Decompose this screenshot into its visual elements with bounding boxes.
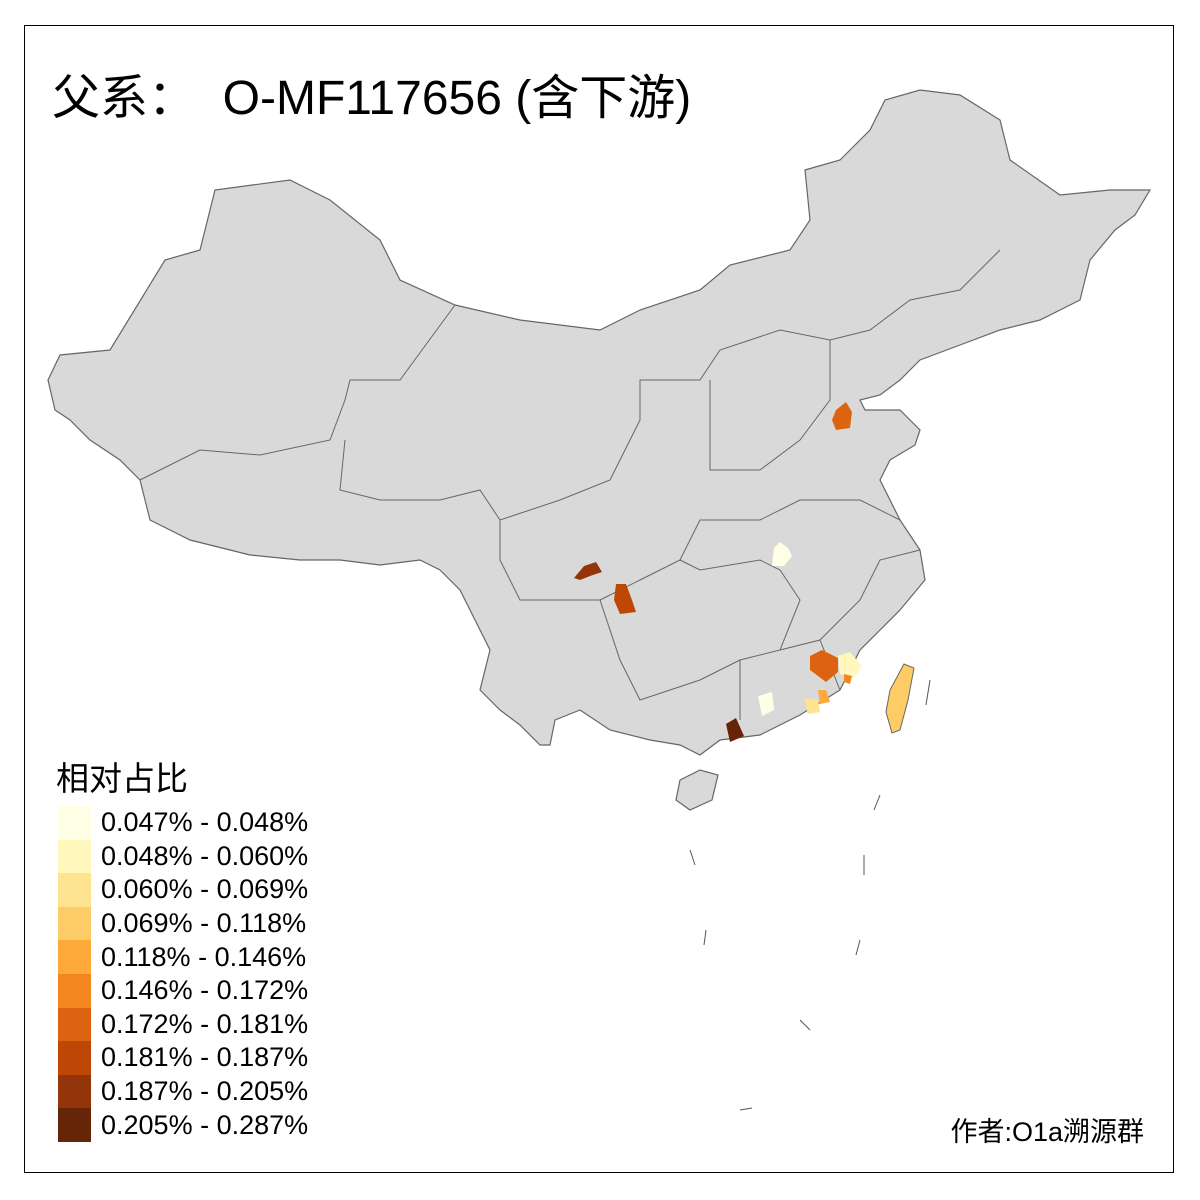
legend-item: 0.048% - 0.060%	[58, 839, 309, 874]
legend-label: 0.146% - 0.172%	[101, 975, 309, 1006]
legend-label: 0.172% - 0.181%	[101, 1008, 309, 1039]
region-fujian-coast	[844, 674, 852, 684]
legend-title: 相对占比	[56, 760, 188, 797]
province-border	[599, 499, 901, 601]
region-fujian-south	[838, 652, 862, 678]
province-border	[339, 439, 600, 601]
legend-label: 0.069% - 0.118%	[101, 908, 307, 939]
legend-swatch	[58, 806, 91, 840]
legend-swatch	[58, 906, 91, 941]
legend-label: 0.181% - 0.187%	[101, 1042, 309, 1073]
plot-frame	[24, 25, 1174, 1173]
legend: 0.047% - 0.048% 0.048% - 0.060% 0.060% - 0…	[58, 806, 308, 1142]
legend-item: 0.069% - 0.118%	[58, 906, 308, 941]
legend-label: 0.047% - 0.048%	[101, 807, 309, 838]
region-hubei	[772, 542, 792, 566]
legend-item: 0.118% - 0.146%	[58, 940, 308, 974]
legend-item: 0.146% - 0.172%	[58, 973, 309, 1008]
legend-swatch	[58, 1007, 91, 1042]
legend-label: 0.205% - 0.287%	[101, 1109, 309, 1140]
south-china-sea-islands	[689, 679, 931, 1111]
region-sichuan-1	[574, 562, 602, 580]
legend-swatch	[58, 940, 91, 974]
legend-swatch	[58, 1108, 91, 1142]
legend-item: 0.205% - 0.287%	[58, 1108, 308, 1142]
legend-swatch	[58, 1074, 91, 1109]
legend-swatch	[58, 1041, 91, 1075]
legend-swatch	[58, 873, 91, 907]
legend-item: 0.181% - 0.187%	[58, 1041, 308, 1075]
taiwan-region	[885, 663, 915, 734]
province-border	[779, 549, 921, 651]
region-shandong	[832, 402, 852, 430]
region-guangdong-chaoshan	[804, 698, 820, 714]
legend-label: 0.118% - 0.146%	[101, 941, 307, 972]
legend-item: 0.187% - 0.205%	[58, 1074, 309, 1109]
legend-swatch	[58, 839, 91, 874]
region-guangdong-east	[818, 690, 830, 704]
region-sichuan-2	[614, 584, 636, 614]
mainland-region	[47, 89, 1152, 756]
legend-item: 0.172% - 0.181%	[58, 1007, 309, 1042]
hainan-region	[675, 769, 719, 811]
legend-label: 0.187% - 0.205%	[101, 1076, 309, 1107]
legend-label: 0.048% - 0.060%	[101, 840, 309, 871]
province-border	[139, 304, 456, 481]
region-fujian-west	[810, 650, 838, 682]
province-border	[709, 340, 831, 471]
region-guangdong-north	[758, 692, 774, 716]
legend-label: 0.060% - 0.069%	[101, 874, 309, 905]
author-credit: 作者:O1a溯源群	[950, 1117, 1144, 1147]
legend-swatch	[58, 973, 91, 1008]
legend-item: 0.060% - 0.069%	[58, 873, 308, 907]
region-guangdong-west	[726, 718, 744, 742]
province-border	[499, 249, 1001, 521]
legend-item: 0.047% - 0.048%	[58, 806, 308, 840]
map-title: 父系： O-MF117656 (含下游)	[52, 72, 692, 125]
